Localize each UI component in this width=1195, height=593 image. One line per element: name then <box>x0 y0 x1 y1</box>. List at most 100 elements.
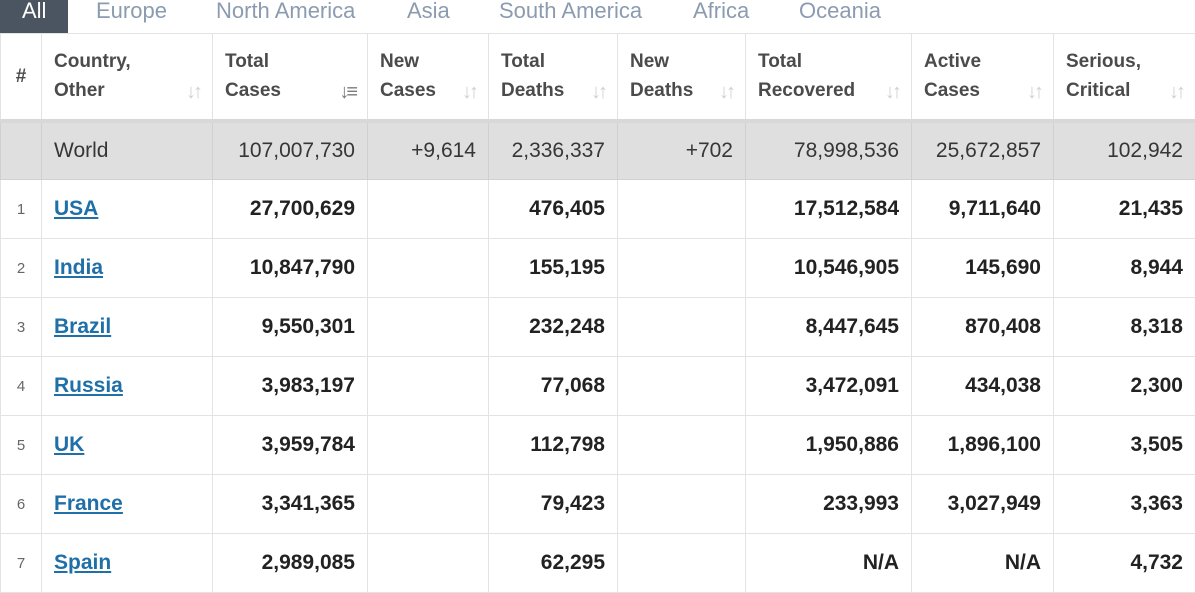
total-deaths-cell: 2,336,337 <box>488 120 618 180</box>
tab-europe[interactable]: Europe <box>96 0 167 23</box>
total-deaths-cell: 77,068 <box>488 356 618 416</box>
country-link-usa[interactable]: USA <box>54 197 99 220</box>
new-cases-cell <box>367 533 489 593</box>
total-recovered-cell: 10,546,905 <box>745 238 912 298</box>
active-cases-cell: 434,038 <box>911 356 1054 416</box>
country-link-india[interactable]: India <box>54 256 104 279</box>
country-cell: Russia <box>41 356 213 416</box>
sort-arrows-icon[interactable]: ↓↑ <box>1027 80 1044 103</box>
header-new-cases[interactable]: New Cases ↓↑ <box>367 33 489 123</box>
country-cell: World <box>41 120 213 180</box>
total-recovered-cell: 78,998,536 <box>745 120 912 180</box>
rank-cell: 7 <box>0 533 42 593</box>
covid-stats-table: # Country, Other ↓↑ Total Cases ↓≡ New Case… <box>0 33 1195 593</box>
active-cases-cell: 9,711,640 <box>911 179 1054 239</box>
tab-north-america[interactable]: North America <box>216 0 356 23</box>
active-cases-cell: 3,027,949 <box>911 474 1054 534</box>
total-deaths-cell: 155,195 <box>488 238 618 298</box>
total-deaths-cell: 112,798 <box>488 415 618 475</box>
country-cell: UK <box>41 415 213 475</box>
active-cases-cell: 870,408 <box>911 297 1054 357</box>
total-deaths-cell: 232,248 <box>488 297 618 357</box>
rank-cell: 4 <box>0 356 42 416</box>
active-cases-cell: 145,690 <box>911 238 1054 298</box>
sort-arrows-icon[interactable]: ↓↑ <box>186 80 203 103</box>
new-deaths-cell: +702 <box>617 120 746 180</box>
header-serious-critical[interactable]: Serious, Critical ↓↑ <box>1053 33 1195 123</box>
total-recovered-cell: 8,447,645 <box>745 297 912 357</box>
new-deaths-cell <box>617 533 746 593</box>
country-link-france[interactable]: France <box>54 492 123 515</box>
serious-critical-cell: 4,732 <box>1053 533 1195 593</box>
tab-africa[interactable]: Africa <box>693 0 750 23</box>
new-deaths-cell <box>617 474 746 534</box>
active-cases-cell: N/A <box>911 533 1054 593</box>
total-recovered-cell: 3,472,091 <box>745 356 912 416</box>
new-cases-cell <box>367 179 489 239</box>
header-new-deaths[interactable]: New Deaths ↓↑ <box>617 33 746 123</box>
new-cases-cell <box>367 238 489 298</box>
new-cases-cell <box>367 297 489 357</box>
country-link-russia[interactable]: Russia <box>54 374 123 397</box>
serious-critical-cell: 3,363 <box>1053 474 1195 534</box>
total-cases-cell: 27,700,629 <box>212 179 368 239</box>
header-active-cases[interactable]: Active Cases ↓↑ <box>911 33 1054 123</box>
new-cases-cell: +9,614 <box>367 120 489 180</box>
total-recovered-cell: 1,950,886 <box>745 415 912 475</box>
total-cases-cell: 9,550,301 <box>212 297 368 357</box>
header-total-deaths[interactable]: Total Deaths ↓↑ <box>488 33 618 123</box>
serious-critical-cell: 21,435 <box>1053 179 1195 239</box>
total-deaths-cell: 476,405 <box>488 179 618 239</box>
header-country[interactable]: Country, Other ↓↑ <box>41 33 213 123</box>
sort-arrows-icon[interactable]: ↓↑ <box>462 80 479 103</box>
new-deaths-cell <box>617 356 746 416</box>
table-row: 7 Spain 2,989,085 62,295 N/A N/A 4,732 <box>0 533 1195 593</box>
country-link-uk[interactable]: UK <box>54 433 85 456</box>
active-cases-cell: 1,896,100 <box>911 415 1054 475</box>
continent-tabs: All Europe North America Asia South Amer… <box>0 0 1195 33</box>
total-cases-cell: 3,983,197 <box>212 356 368 416</box>
country-cell: USA <box>41 179 213 239</box>
country-cell: France <box>41 474 213 534</box>
tab-all[interactable]: All <box>0 0 69 33</box>
table-row: 1 USA 27,700,629 476,405 17,512,584 9,71… <box>0 179 1195 239</box>
serious-critical-cell: 8,944 <box>1053 238 1195 298</box>
total-recovered-cell: 17,512,584 <box>745 179 912 239</box>
new-deaths-cell <box>617 238 746 298</box>
total-recovered-cell: 233,993 <box>745 474 912 534</box>
rank-cell: 3 <box>0 297 42 357</box>
sort-arrows-icon[interactable]: ↓↑ <box>1169 80 1186 103</box>
header-total-cases[interactable]: Total Cases ↓≡ <box>212 33 368 123</box>
tab-asia[interactable]: Asia <box>407 0 450 23</box>
total-recovered-cell: N/A <box>745 533 912 593</box>
table-row: 2 India 10,847,790 155,195 10,546,905 14… <box>0 238 1195 298</box>
rank-cell: 1 <box>0 179 42 239</box>
header-total-recovered[interactable]: Total Recovered ↓↑ <box>745 33 912 123</box>
country-cell: Brazil <box>41 297 213 357</box>
rank-cell <box>0 120 42 180</box>
new-cases-cell <box>367 415 489 475</box>
tab-south-america[interactable]: South America <box>499 0 643 23</box>
total-cases-cell: 2,989,085 <box>212 533 368 593</box>
new-cases-cell <box>367 356 489 416</box>
new-deaths-cell <box>617 415 746 475</box>
world-total-row: World 107,007,730 +9,614 2,336,337 +702 … <box>0 120 1195 180</box>
tab-oceania[interactable]: Oceania <box>799 0 881 23</box>
serious-critical-cell: 3,505 <box>1053 415 1195 475</box>
active-cases-cell: 25,672,857 <box>911 120 1054 180</box>
sort-arrows-icon[interactable]: ↓↑ <box>885 80 902 103</box>
sort-descending-icon[interactable]: ↓≡ <box>339 80 358 103</box>
rank-cell: 5 <box>0 415 42 475</box>
country-link-spain[interactable]: Spain <box>54 551 112 574</box>
rank-cell: 2 <box>0 238 42 298</box>
country-link-brazil[interactable]: Brazil <box>54 315 112 338</box>
sort-arrows-icon[interactable]: ↓↑ <box>591 80 608 103</box>
sort-arrows-icon[interactable]: ↓↑ <box>719 80 736 103</box>
table-row: 4 Russia 3,983,197 77,068 3,472,091 434,… <box>0 356 1195 416</box>
header-rank: # <box>0 33 42 123</box>
total-deaths-cell: 62,295 <box>488 533 618 593</box>
total-cases-cell: 3,959,784 <box>212 415 368 475</box>
total-deaths-cell: 79,423 <box>488 474 618 534</box>
serious-critical-cell: 102,942 <box>1053 120 1195 180</box>
total-cases-cell: 3,341,365 <box>212 474 368 534</box>
